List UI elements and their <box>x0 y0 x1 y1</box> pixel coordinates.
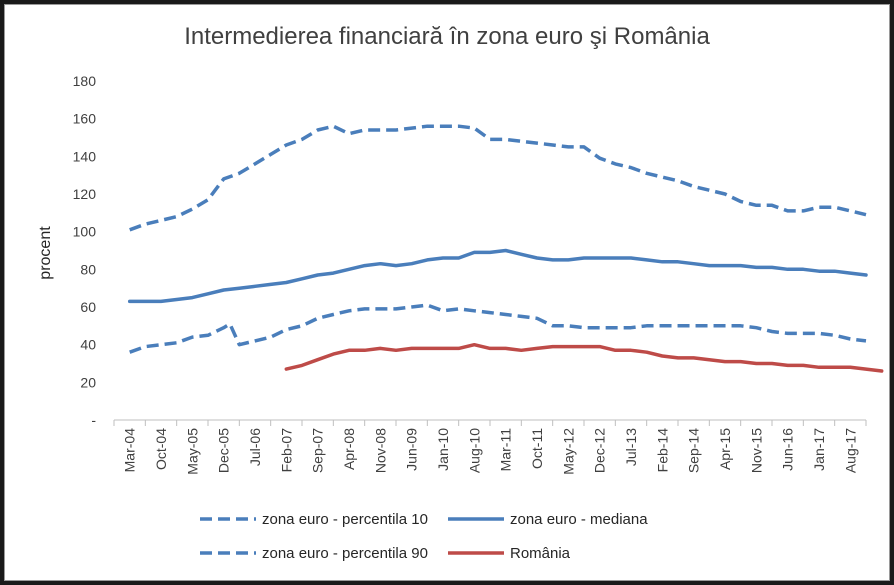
legend-label: România <box>510 545 571 562</box>
y-tick-label: 100 <box>73 224 97 240</box>
x-tick-label: Aug-17 <box>842 428 858 473</box>
series-line-zona-euro-percentila-10 <box>129 303 867 354</box>
x-tick-label: Nov-15 <box>748 428 764 473</box>
x-tick-label: Jun-09 <box>404 428 420 471</box>
y-axis: - 20 40 60 80 100 120 140 160 180 <box>73 73 97 428</box>
x-tick-label: Sep-14 <box>686 428 702 473</box>
x-tick-label: Apr-08 <box>341 428 357 470</box>
x-tick-label: Oct-11 <box>529 428 545 469</box>
x-tick-label: Mar-11 <box>498 428 514 472</box>
x-tick-label: Jul-06 <box>247 428 263 466</box>
y-tick-label: 40 <box>80 337 96 353</box>
x-tick-label: Jun-16 <box>780 428 796 471</box>
x-tick-label: Mar-04 <box>122 428 138 473</box>
series-line-zona-euro-percentila-90 <box>129 124 867 232</box>
y-tick-label: 120 <box>73 186 97 202</box>
legend-label: zona euro - percentila 10 <box>262 511 428 528</box>
x-tick-label: Dec-12 <box>592 428 608 473</box>
x-tick-label: Jul-13 <box>623 428 639 466</box>
x-axis: Mar-04 Oct-04 May-05 Dec-05 Jul-06 Feb-07 Sep-… <box>113 419 867 475</box>
chart-title: Intermedierea financiară în zona euro şi… <box>184 23 710 50</box>
x-tick-label: Nov-08 <box>372 428 388 473</box>
series-line-romania <box>284 342 884 373</box>
legend-label: zona euro - mediana <box>510 511 648 528</box>
x-tick-label: Dec-05 <box>216 428 232 473</box>
y-tick-label: 80 <box>80 261 96 277</box>
y-tick-label: 180 <box>73 73 97 89</box>
y-tick-label: 60 <box>80 299 96 315</box>
x-tick-label: May-05 <box>184 428 200 475</box>
line-chart: Intermedierea financiară în zona euro şi… <box>37 23 884 562</box>
x-tick-label: Jan-17 <box>811 428 827 471</box>
y-tick-label: 140 <box>73 148 97 164</box>
y-tick-label: - <box>91 412 96 428</box>
y-axis-title: procent <box>37 226 54 280</box>
x-tick-label: Feb-14 <box>654 428 670 473</box>
x-tick-label: Oct-04 <box>153 428 169 470</box>
x-tick-label: Aug-10 <box>466 428 482 473</box>
x-tick-label: Feb-07 <box>278 428 294 473</box>
series-line-zona-euro-mediana <box>127 248 868 304</box>
legend-label: zona euro - percentila 90 <box>262 545 428 562</box>
x-tick-label: Sep-07 <box>310 428 326 473</box>
y-tick-label: 20 <box>80 374 96 390</box>
legend: zona euro - percentila 10 zona euro - med… <box>200 511 648 562</box>
plot-series <box>127 124 884 373</box>
x-tick-label: Jan-10 <box>435 428 451 471</box>
x-tick-label: May-12 <box>560 428 576 475</box>
x-tick-label: Apr-15 <box>717 428 733 470</box>
y-tick-label: 160 <box>73 111 97 127</box>
